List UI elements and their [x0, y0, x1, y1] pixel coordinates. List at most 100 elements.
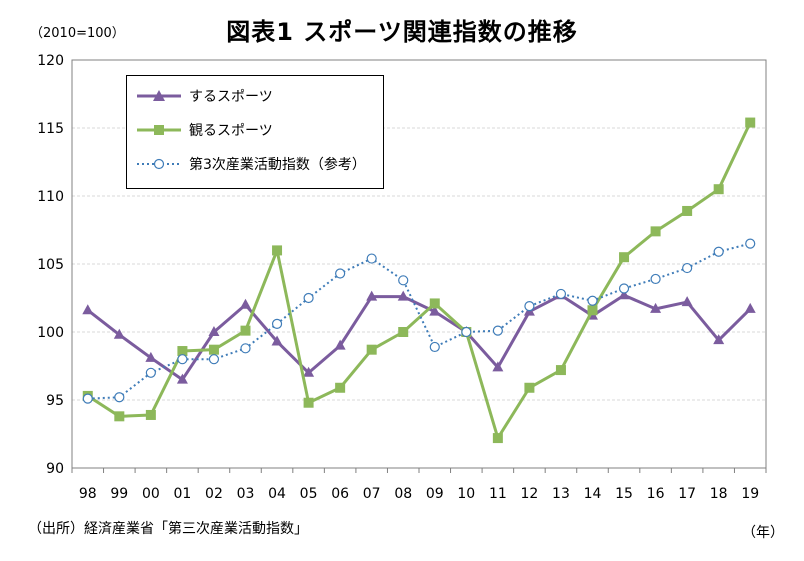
x-tick-label: 17 — [678, 486, 696, 502]
legend-label-do-sports: するスポーツ — [189, 89, 273, 105]
series-do-sports-point — [145, 351, 157, 362]
series-watch-sports-point — [208, 344, 219, 355]
x-tick-label: 19 — [741, 486, 759, 502]
chart-title: 図表1 スポーツ関連指数の推移 — [226, 18, 578, 46]
legend-item-do-sports: するスポーツ — [135, 86, 273, 106]
x-tick-label: 98 — [79, 486, 97, 502]
series-watch-sports-point — [492, 433, 503, 444]
legend-label-tertiary: 第3次産業活動指数（参考） — [189, 157, 366, 173]
x-tick-label: 18 — [710, 486, 728, 502]
series-watch-sports-point — [587, 305, 598, 316]
series-watch-sports-point — [745, 117, 756, 128]
series-tertiary-point — [555, 288, 567, 300]
series-tertiary-point — [524, 301, 535, 312]
series-watch-sports-point — [240, 325, 251, 336]
series-tertiary-point — [240, 343, 251, 354]
legend-swatch-watch-sports — [137, 125, 181, 135]
y-tick-label: 90 — [46, 461, 64, 477]
series-do-sports-point — [650, 302, 662, 313]
series-tertiary-point — [650, 273, 661, 285]
series-do-sports-point — [429, 305, 441, 316]
series-do-sports-point — [492, 361, 504, 372]
series-watch-sports-point — [366, 344, 377, 355]
series-watch-sports-point — [650, 226, 661, 237]
legend-swatch-do-sports — [137, 90, 181, 101]
series-do-sports-point — [366, 290, 378, 301]
legend-item-tertiary: 第3次産業活動指数（参考） — [135, 154, 366, 174]
series-watch-sports-point — [619, 252, 630, 263]
series-tertiary-point — [713, 246, 724, 257]
y-tick-label: 120 — [37, 53, 64, 69]
x-tick-label: 04 — [268, 486, 286, 502]
series-tertiary-point — [618, 283, 630, 294]
x-tick-label: 16 — [647, 486, 665, 502]
series-watch-sports-point — [429, 298, 440, 309]
x-tick-label: 06 — [331, 486, 349, 502]
x-tick-label: 05 — [300, 486, 318, 502]
series-tertiary-point — [335, 268, 346, 279]
y-tick-label: 100 — [37, 325, 64, 341]
series-watch-sports-point — [145, 409, 156, 420]
series-do-sports-point — [334, 339, 346, 350]
series-watch-sports-point — [682, 205, 693, 216]
series-tertiary-line — [87, 242, 751, 400]
x-axis-unit-label: （年） — [742, 525, 784, 541]
series-watch-sports-line — [86, 121, 752, 440]
series-watch-sports-point — [335, 382, 346, 393]
x-tick-label: 11 — [489, 486, 507, 502]
x-tick-label: 14 — [584, 486, 602, 502]
series-tertiary-point — [208, 354, 220, 365]
series-do-sports-point — [397, 290, 409, 301]
y-tick-label: 110 — [37, 189, 64, 205]
x-tick-label: 08 — [394, 486, 412, 502]
source-note: （出所）経済産業省「第三次産業活動指数」 — [28, 521, 308, 537]
series-tertiary-point — [745, 238, 756, 249]
series-watch-sports-point — [713, 184, 724, 195]
series-do-sports-point — [618, 289, 630, 300]
series-watch-sports-point — [398, 327, 409, 337]
legend-swatch-tertiary — [137, 158, 181, 170]
series-do-sports-point — [240, 298, 251, 309]
y-tick-label: 95 — [46, 393, 64, 409]
x-tick-label: 00 — [142, 486, 160, 502]
series-watch-sports-point — [555, 365, 566, 376]
series-tertiary-point — [303, 292, 314, 304]
series-do-sports-point — [208, 326, 220, 336]
series-do-sports-point — [744, 302, 756, 313]
legend: するスポーツ 観るスポーツ 第3次産業活動指数（参考） — [126, 75, 384, 189]
x-tick-label: 01 — [173, 486, 191, 502]
series-tertiary-point — [682, 262, 693, 274]
series-tertiary-point — [429, 341, 440, 353]
series-tertiary-point — [587, 295, 598, 306]
x-tick-label: 03 — [237, 486, 255, 502]
series-do-sports-point — [113, 328, 125, 339]
y-tick-label: 115 — [37, 121, 64, 137]
x-tick-label: 99 — [110, 486, 128, 502]
series-tertiary-point — [492, 325, 503, 336]
series-tertiary-point — [82, 393, 93, 404]
series-tertiary-point — [177, 354, 188, 365]
series-do-sports-point — [176, 373, 188, 384]
series-tertiary-point — [145, 367, 156, 378]
series-do-sports-point — [271, 335, 283, 346]
series-watch-sports-point — [272, 245, 283, 256]
series-tertiary-point — [366, 253, 377, 264]
x-tick-label: 02 — [205, 486, 223, 502]
series-watch-sports-point — [524, 382, 535, 393]
x-tick-label: 10 — [457, 486, 475, 502]
legend-label-watch-sports: 観るスポーツ — [189, 123, 273, 139]
legend-item-watch-sports: 観るスポーツ — [135, 120, 273, 140]
x-tick-label: 13 — [552, 486, 570, 502]
x-tick-label: 12 — [520, 486, 538, 502]
series-tertiary-point — [271, 318, 283, 329]
series-do-sports-point — [82, 304, 94, 315]
series-watch-sports-point — [114, 411, 125, 422]
series-watch-sports-point — [177, 346, 188, 357]
series-tertiary-point — [114, 392, 125, 403]
series-do-sports-point — [303, 366, 315, 377]
x-tick-label: 09 — [426, 486, 444, 502]
y-axis-unit-label: （2010=100） — [30, 26, 125, 41]
series-tertiary-point — [461, 326, 472, 338]
x-tick-label: 07 — [363, 486, 381, 502]
series-do-sports-point — [713, 334, 725, 345]
